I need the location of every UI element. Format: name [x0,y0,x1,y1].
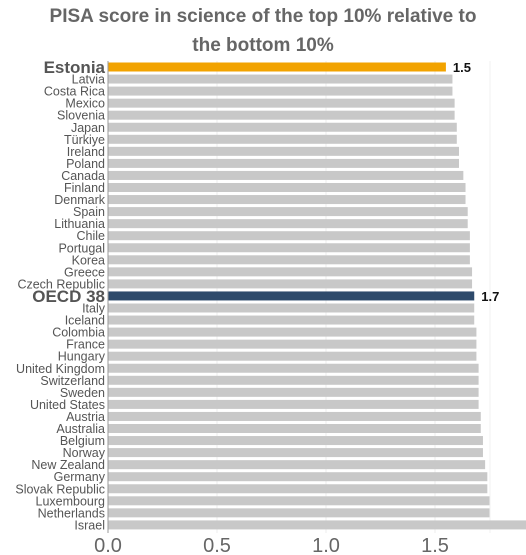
bar-new-zealand [108,460,486,470]
x-tick-label: 0.0 [94,535,122,555]
bars [108,62,526,530]
bar-ireland [108,146,459,156]
category-label-france: France [66,338,105,352]
bar-norway [108,448,483,458]
category-label-iceland: Iceland [65,314,105,328]
bar-denmark [108,195,466,205]
category-label-costa-rica: Costa Rica [44,85,105,99]
bar-spain [108,207,468,217]
bar-estonia [108,62,446,72]
bar-czech-republic [108,279,473,289]
category-label-spain: Spain [73,205,105,219]
category-label-canada: Canada [61,169,105,183]
x-tick-label: 1.5 [421,535,449,555]
bar-israel [108,520,526,530]
category-label-new-zealand: New Zealand [31,458,105,472]
bar-greece [108,267,473,277]
value-label-oecd-38: 1.7 [481,289,499,304]
category-label-luxembourg: Luxembourg [36,494,106,508]
value-label-estonia: 1.5 [453,60,471,75]
bar-netherlands [108,508,490,518]
chart-title: PISA score in science of the top 10% rel… [0,2,526,60]
bar-lithuania [108,219,468,229]
bar-t-rkiye [108,134,457,144]
category-label-italy: Italy [82,302,106,316]
bar-belgium [108,436,483,446]
category-label-portugal: Portugal [58,241,105,255]
category-label-korea: Korea [72,253,105,267]
x-axis: 0.0 0.5 1.0 1.5 [94,61,449,555]
bar-hungary [108,351,477,361]
category-label-united-states: United States [30,398,105,412]
bar-austria [108,411,481,421]
bar-slovak-republic [108,484,488,494]
category-label-israel: Israel [74,518,105,532]
bar-korea [108,255,470,265]
bar-portugal [108,243,470,253]
category-label-united-kingdom: United Kingdom [16,362,105,376]
category-label-switzerland: Switzerland [40,374,105,388]
bar-luxembourg [108,496,490,506]
bar-latvia [108,74,453,84]
category-label-australia: Australia [56,422,105,436]
x-tick-label: 1.0 [312,535,340,555]
bar-colombia [108,327,477,337]
bar-oecd-38 [108,291,475,301]
category-label-t-rkiye: Türkiye [64,133,105,147]
category-label-colombia: Colombia [52,326,105,340]
value-labels: 1.5 1.7 [453,60,499,304]
category-label-hungary: Hungary [58,350,106,364]
category-label-estonia: Estonia [44,58,106,77]
category-label-sweden: Sweden [60,386,105,400]
bar-chile [108,231,470,241]
category-label-czech-republic: Czech Republic [17,277,105,291]
category-label-poland: Poland [66,157,105,171]
bar-mexico [108,98,455,108]
category-label-belgium: Belgium [60,434,105,448]
bar-sweden [108,387,479,397]
bar-united-states [108,399,479,409]
category-label-japan: Japan [71,121,105,135]
bar-united-kingdom [108,363,479,373]
category-label-latvia: Latvia [72,73,105,87]
bar-iceland [108,315,475,325]
category-label-oecd-38: OECD 38 [32,287,105,306]
category-label-finland: Finland [64,181,105,195]
bar-italy [108,303,475,313]
bar-germany [108,472,488,482]
chart-title-line-2: the bottom 10% [192,35,334,56]
category-label-greece: Greece [64,265,105,279]
category-label-slovenia: Slovenia [57,109,105,123]
bar-canada [108,170,464,180]
bar-switzerland [108,375,479,385]
bar-costa-rica [108,86,453,96]
x-tick-label: 0.5 [203,535,231,555]
category-label-mexico: Mexico [65,97,105,111]
category-label-denmark: Denmark [54,193,105,207]
chart-title-line-1: PISA score in science of the top 10% rel… [49,6,477,27]
bar-france [108,339,477,349]
category-label-lithuania: Lithuania [54,217,105,231]
category-label-norway: Norway [63,446,106,460]
bar-slovenia [108,110,455,120]
bar-australia [108,424,481,433]
category-label-slovak-republic: Slovak Republic [15,482,105,496]
bar-japan [108,122,457,132]
category-label-chile: Chile [77,229,106,243]
category-label-netherlands: Netherlands [38,506,105,520]
category-label-germany: Germany [54,470,106,484]
category-label-ireland: Ireland [67,145,105,159]
bar-poland [108,158,459,168]
category-label-austria: Austria [66,410,105,424]
bar-finland [108,183,466,192]
